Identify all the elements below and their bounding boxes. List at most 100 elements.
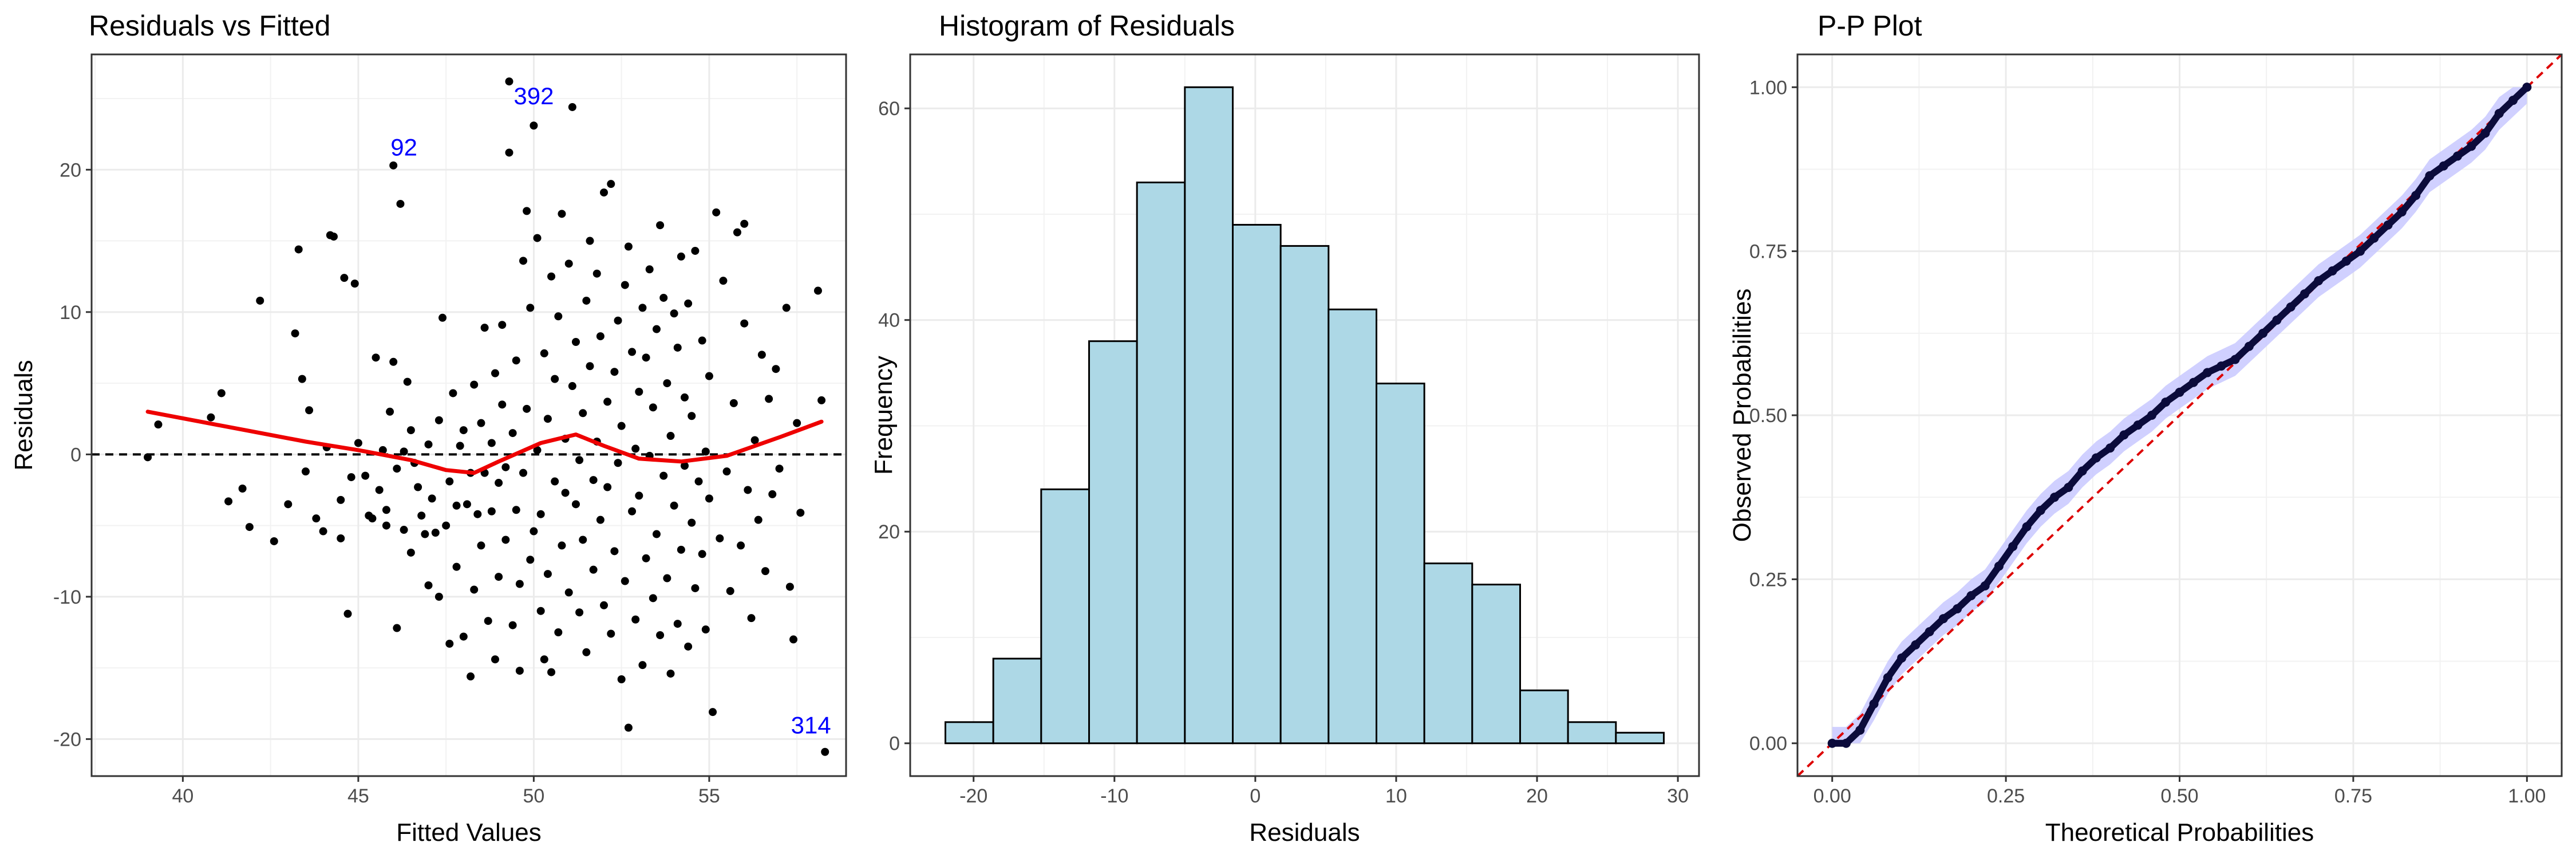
scatter-point (596, 332, 605, 341)
scatter-point (512, 356, 520, 365)
scatter-point (393, 624, 401, 632)
scatter-point (329, 233, 338, 241)
scatter-point (470, 380, 479, 389)
scatter-point (677, 545, 685, 554)
scatter-point (631, 444, 640, 453)
scatter-point (424, 440, 433, 448)
scatter-point (638, 661, 647, 670)
scatter-point (547, 668, 556, 676)
pp-point (2286, 302, 2296, 312)
scatter-point (487, 439, 496, 447)
scatter-point (747, 614, 756, 623)
point-annotation: 92 (390, 133, 417, 160)
x-tick-label: 0.75 (2334, 785, 2372, 807)
pp-point (2133, 420, 2143, 430)
scatter-point (603, 397, 612, 406)
scatter-point (434, 592, 443, 601)
scatter-point (515, 580, 524, 588)
pp-point (1911, 640, 1921, 650)
scatter-point (733, 228, 741, 237)
pp-point (2008, 542, 2018, 552)
pp-point (2175, 387, 2184, 397)
pp-point (1897, 653, 1907, 663)
point-annotation: 314 (791, 711, 831, 738)
scatter-point (789, 635, 798, 644)
scatter-point (463, 500, 471, 509)
pp-point (2300, 289, 2309, 299)
scatter-point (484, 617, 492, 625)
scatter-point (417, 511, 426, 520)
scatter-point (501, 463, 510, 471)
scatter-point (477, 541, 485, 550)
chart-title: Histogram of Residuals (939, 10, 1235, 42)
histogram-bar (1184, 86, 1234, 745)
scatter-point (519, 469, 528, 477)
pp-point (2452, 151, 2462, 161)
scatter-point (600, 601, 609, 609)
scatter-point (284, 500, 293, 509)
x-tick-label: 20 (1526, 785, 1548, 807)
pp-point (2508, 96, 2518, 105)
pp-point (1925, 627, 1934, 636)
scatter-point (684, 299, 693, 308)
x-axis-label: Theoretical Probabilities (2045, 818, 2314, 847)
x-tick-label: 40 (172, 785, 193, 807)
scatter-point (508, 429, 517, 438)
scatter-point (270, 537, 278, 545)
scatter-point (543, 415, 552, 423)
scatter-point (238, 484, 247, 493)
pp-point (2091, 453, 2101, 463)
scatter-point (396, 199, 405, 208)
scatter-point (688, 518, 696, 527)
scatter-point (452, 501, 461, 510)
chart-title: P-P Plot (1818, 10, 1922, 42)
scatter-point (624, 242, 633, 251)
scatter-point (670, 501, 678, 510)
scatter-point (649, 594, 657, 603)
scatter-point (480, 324, 489, 332)
scatter-point (298, 375, 306, 383)
pp-point (2397, 207, 2407, 217)
pp-point (2328, 266, 2337, 275)
histogram-bar (1327, 308, 1377, 745)
scatter-point (635, 387, 643, 396)
histogram-bar (1279, 245, 1330, 745)
scatter-point (663, 574, 671, 582)
scatter-point (207, 413, 215, 422)
scatter-point (582, 296, 591, 305)
scatter-point (533, 446, 542, 454)
scatter-point (642, 554, 650, 562)
scatter-point (670, 309, 678, 318)
scatter-point (691, 584, 700, 592)
scatter-point (729, 399, 738, 407)
pp-plot-panel: 0.00 0.25 0.50 0.75 1.00 0.00 0.25 0.50 0.75 1.00… (1728, 10, 2563, 847)
scatter-point (719, 277, 728, 285)
scatter-point (536, 607, 545, 615)
y-axis-label: Observed Probabilities (1728, 289, 1756, 542)
histogram-bar (1615, 731, 1665, 745)
scatter-point (378, 446, 387, 454)
x-tick-label: 30 (1667, 785, 1689, 807)
scatter-point (568, 382, 576, 391)
scatter-point (312, 514, 321, 523)
pp-point (2467, 141, 2476, 151)
pp-point (2077, 466, 2087, 476)
pp-point (1938, 614, 1948, 624)
scatter-point (652, 325, 661, 333)
scatter-point (456, 442, 464, 450)
scatter-point (515, 667, 524, 675)
pp-point (2258, 328, 2268, 338)
scatter-point (526, 304, 535, 312)
scatter-point (431, 529, 440, 537)
scatter-point (659, 471, 668, 480)
pp-point (1966, 591, 1976, 600)
scatter-point (406, 548, 415, 557)
histogram-bar (1567, 721, 1617, 745)
scatter-point (337, 534, 345, 542)
pp-point (1827, 738, 1837, 748)
scatter-point (698, 336, 706, 345)
scatter-point (782, 304, 791, 312)
scatter-point (498, 321, 507, 329)
scatter-point (505, 77, 513, 86)
scatter-point (400, 447, 408, 456)
